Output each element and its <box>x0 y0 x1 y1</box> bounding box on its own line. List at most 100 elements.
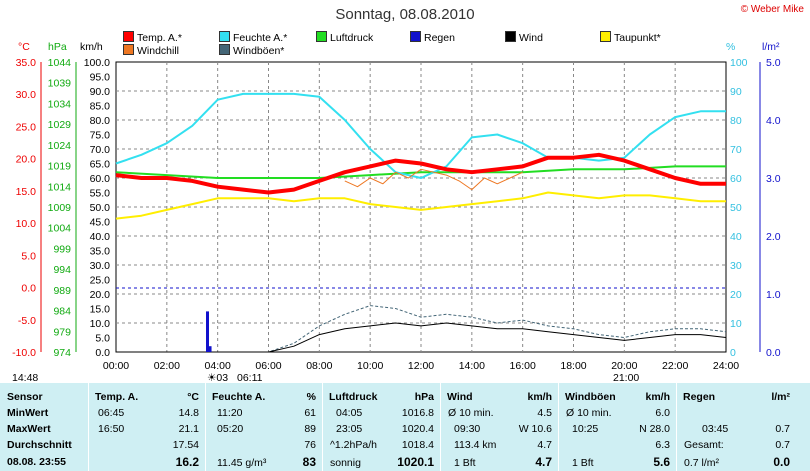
temp-tick-label: 5.0 <box>21 250 36 262</box>
wind-unit: km/h <box>80 41 103 53</box>
humidity-tick-label: 10 <box>730 318 742 330</box>
legend-label: Windböen* <box>233 45 285 57</box>
gust-unit-header: km/h <box>645 391 670 403</box>
pressure-unit: hPa <box>48 41 67 53</box>
legend-swatch <box>600 31 611 42</box>
col-pressure: Luftdruck hPa 04:05 1016.8 23:05 1020.4 … <box>322 383 440 471</box>
stats-table: Sensor MinWert MaxWert Durchschnitt 08.0… <box>0 383 810 471</box>
wind-max: W 10.6 <box>518 423 552 435</box>
legend-swatch <box>219 44 230 55</box>
pressure-tick-label: 1039 <box>48 78 72 90</box>
legend-label: Feuchte A.* <box>233 32 288 44</box>
marker-sunrise: 06:11 <box>237 372 263 384</box>
row-label-max: MaxWert <box>7 423 51 435</box>
separator <box>676 383 677 471</box>
legend-swatch <box>123 44 134 55</box>
col-wind: Wind km/h Ø 10 min. 4.5 09:30 W 10.6 113… <box>440 383 558 471</box>
rain-total: 0.7 <box>775 439 790 451</box>
series-line-wind <box>116 322 727 353</box>
rain-header: Regen <box>683 391 716 403</box>
x-tick-label: 18:00 <box>560 360 586 372</box>
col-sensor: Sensor MinWert MaxWert Durchschnitt 08.0… <box>0 383 88 471</box>
legend-label: Luftdruck <box>330 32 374 44</box>
legend-swatch <box>410 31 421 42</box>
humidity-unit: % <box>726 41 736 53</box>
row-label-sensor: Sensor <box>7 391 43 403</box>
wind-avg-label: Ø 10 min. <box>448 407 494 419</box>
temp-unit: °C <box>18 41 30 53</box>
separator <box>558 383 559 471</box>
wind-tick-label: 30.0 <box>90 260 111 272</box>
x-tick-label: 04:00 <box>205 360 231 372</box>
wind-tick-label: 25.0 <box>90 275 111 287</box>
wind-tick-label: 10.0 <box>90 318 111 330</box>
legend-item: Taupunkt* <box>600 31 661 44</box>
x-tick-label: 24:00 <box>713 360 739 372</box>
legend-swatch <box>123 31 134 42</box>
x-tick-label: 14:00 <box>459 360 485 372</box>
humidity-tick-label: 90 <box>730 86 742 98</box>
wind-unit-header: km/h <box>527 391 552 403</box>
pressure-tick-label: 1009 <box>48 202 72 214</box>
pressure-tick-label: 1004 <box>48 223 72 235</box>
series-line-taupunkt <box>115 191 726 220</box>
pressure-tick-label: 1029 <box>48 119 72 131</box>
col-temp: Temp. A. °C 06:45 14.8 16:50 21.1 17.54 … <box>88 383 205 471</box>
wind-avg10: 4.5 <box>537 407 552 419</box>
marker-bottom-left: ☀03 <box>207 372 229 384</box>
hum-max: 89 <box>304 423 316 435</box>
legend-label: Regen <box>424 32 455 44</box>
gust-avg-label: Ø 10 min. <box>566 407 612 419</box>
wind-current: 4.7 <box>535 455 552 469</box>
legend-label: Temp. A.* <box>137 32 182 44</box>
separator <box>322 383 323 471</box>
row-label-current: 08.08. 23:55 <box>7 456 66 468</box>
gust-avg: 6.3 <box>655 439 670 451</box>
wind-tick-label: 35.0 <box>90 246 111 258</box>
pressure-tick-label: 1044 <box>48 57 72 69</box>
legend-swatch <box>219 31 230 42</box>
wind-tick-label: 50.0 <box>90 202 111 214</box>
wind-tick-label: 80.0 <box>90 115 111 127</box>
pressure-tick-label: 984 <box>53 306 71 318</box>
copyright-link[interactable]: © Weber Mike <box>740 4 804 15</box>
temp-tick-label: 0.0 <box>21 283 36 295</box>
temp-tick-label: 30.0 <box>16 89 37 101</box>
press-unit-header: hPa <box>414 391 434 403</box>
legend-label: Windchill <box>137 45 180 57</box>
x-axis: 00:00 02:00 04:00 06:00 08:00 10:00 12:00 14:00… <box>103 360 739 372</box>
x-tick-label: 20:00 <box>611 360 637 372</box>
row-label-min: MinWert <box>7 407 49 419</box>
rain-max: 0.7 <box>775 423 790 435</box>
temp-tick-label: 25.0 <box>16 121 37 133</box>
gust-bft: 1 Bft <box>572 457 594 469</box>
rain-max-time: 03:45 <box>702 423 729 435</box>
y-axes: 35.0 30.0 25.0 20.0 15.0 10.0 5.0 0.0 -5.0 -10.0 1… <box>12 57 781 359</box>
grid-lines <box>116 62 726 352</box>
hum-max-time: 05:20 <box>217 423 244 435</box>
humidity-tick-label: 30 <box>730 260 742 272</box>
pressure-tick-label: 1014 <box>48 181 72 193</box>
hum-unit-header: % <box>306 391 316 403</box>
wind-tick-label: 15.0 <box>90 304 111 316</box>
hum-header: Feuchte A. <box>212 391 266 403</box>
pressure-tick-label: 999 <box>53 243 71 255</box>
temp-unit-header: °C <box>187 391 199 403</box>
chart-title: Sonntag, 08.08.2010 <box>335 6 475 23</box>
x-tick-label: 16:00 <box>510 360 536 372</box>
col-rain: Regen l/m² 03:45 0.7 Gesamt: 0.7 0.7 l/m… <box>676 383 810 471</box>
hum-abs: 11.45 g/m³ <box>217 457 267 469</box>
wind-tick-label: 5.0 <box>95 333 110 345</box>
marker-sunset: 21:00 <box>613 372 640 384</box>
humidity-tick-label: 70 <box>730 144 742 156</box>
rain-bar <box>206 311 209 352</box>
weather-chart: 35.0 30.0 25.0 20.0 15.0 10.0 5.0 0.0 -5.0 -10.0 1… <box>12 57 781 372</box>
x-tick-label: 02:00 <box>154 360 180 372</box>
temp-max-time: 16:50 <box>98 423 125 435</box>
legend-item: Wind <box>505 31 543 44</box>
rain-tick-label: 4.0 <box>766 115 781 127</box>
gust-avg10: 6.0 <box>655 407 670 419</box>
pressure-tick-label: 1024 <box>48 140 72 152</box>
humidity-tick-label: 80 <box>730 115 742 127</box>
humidity-tick-label: 0 <box>730 347 736 359</box>
